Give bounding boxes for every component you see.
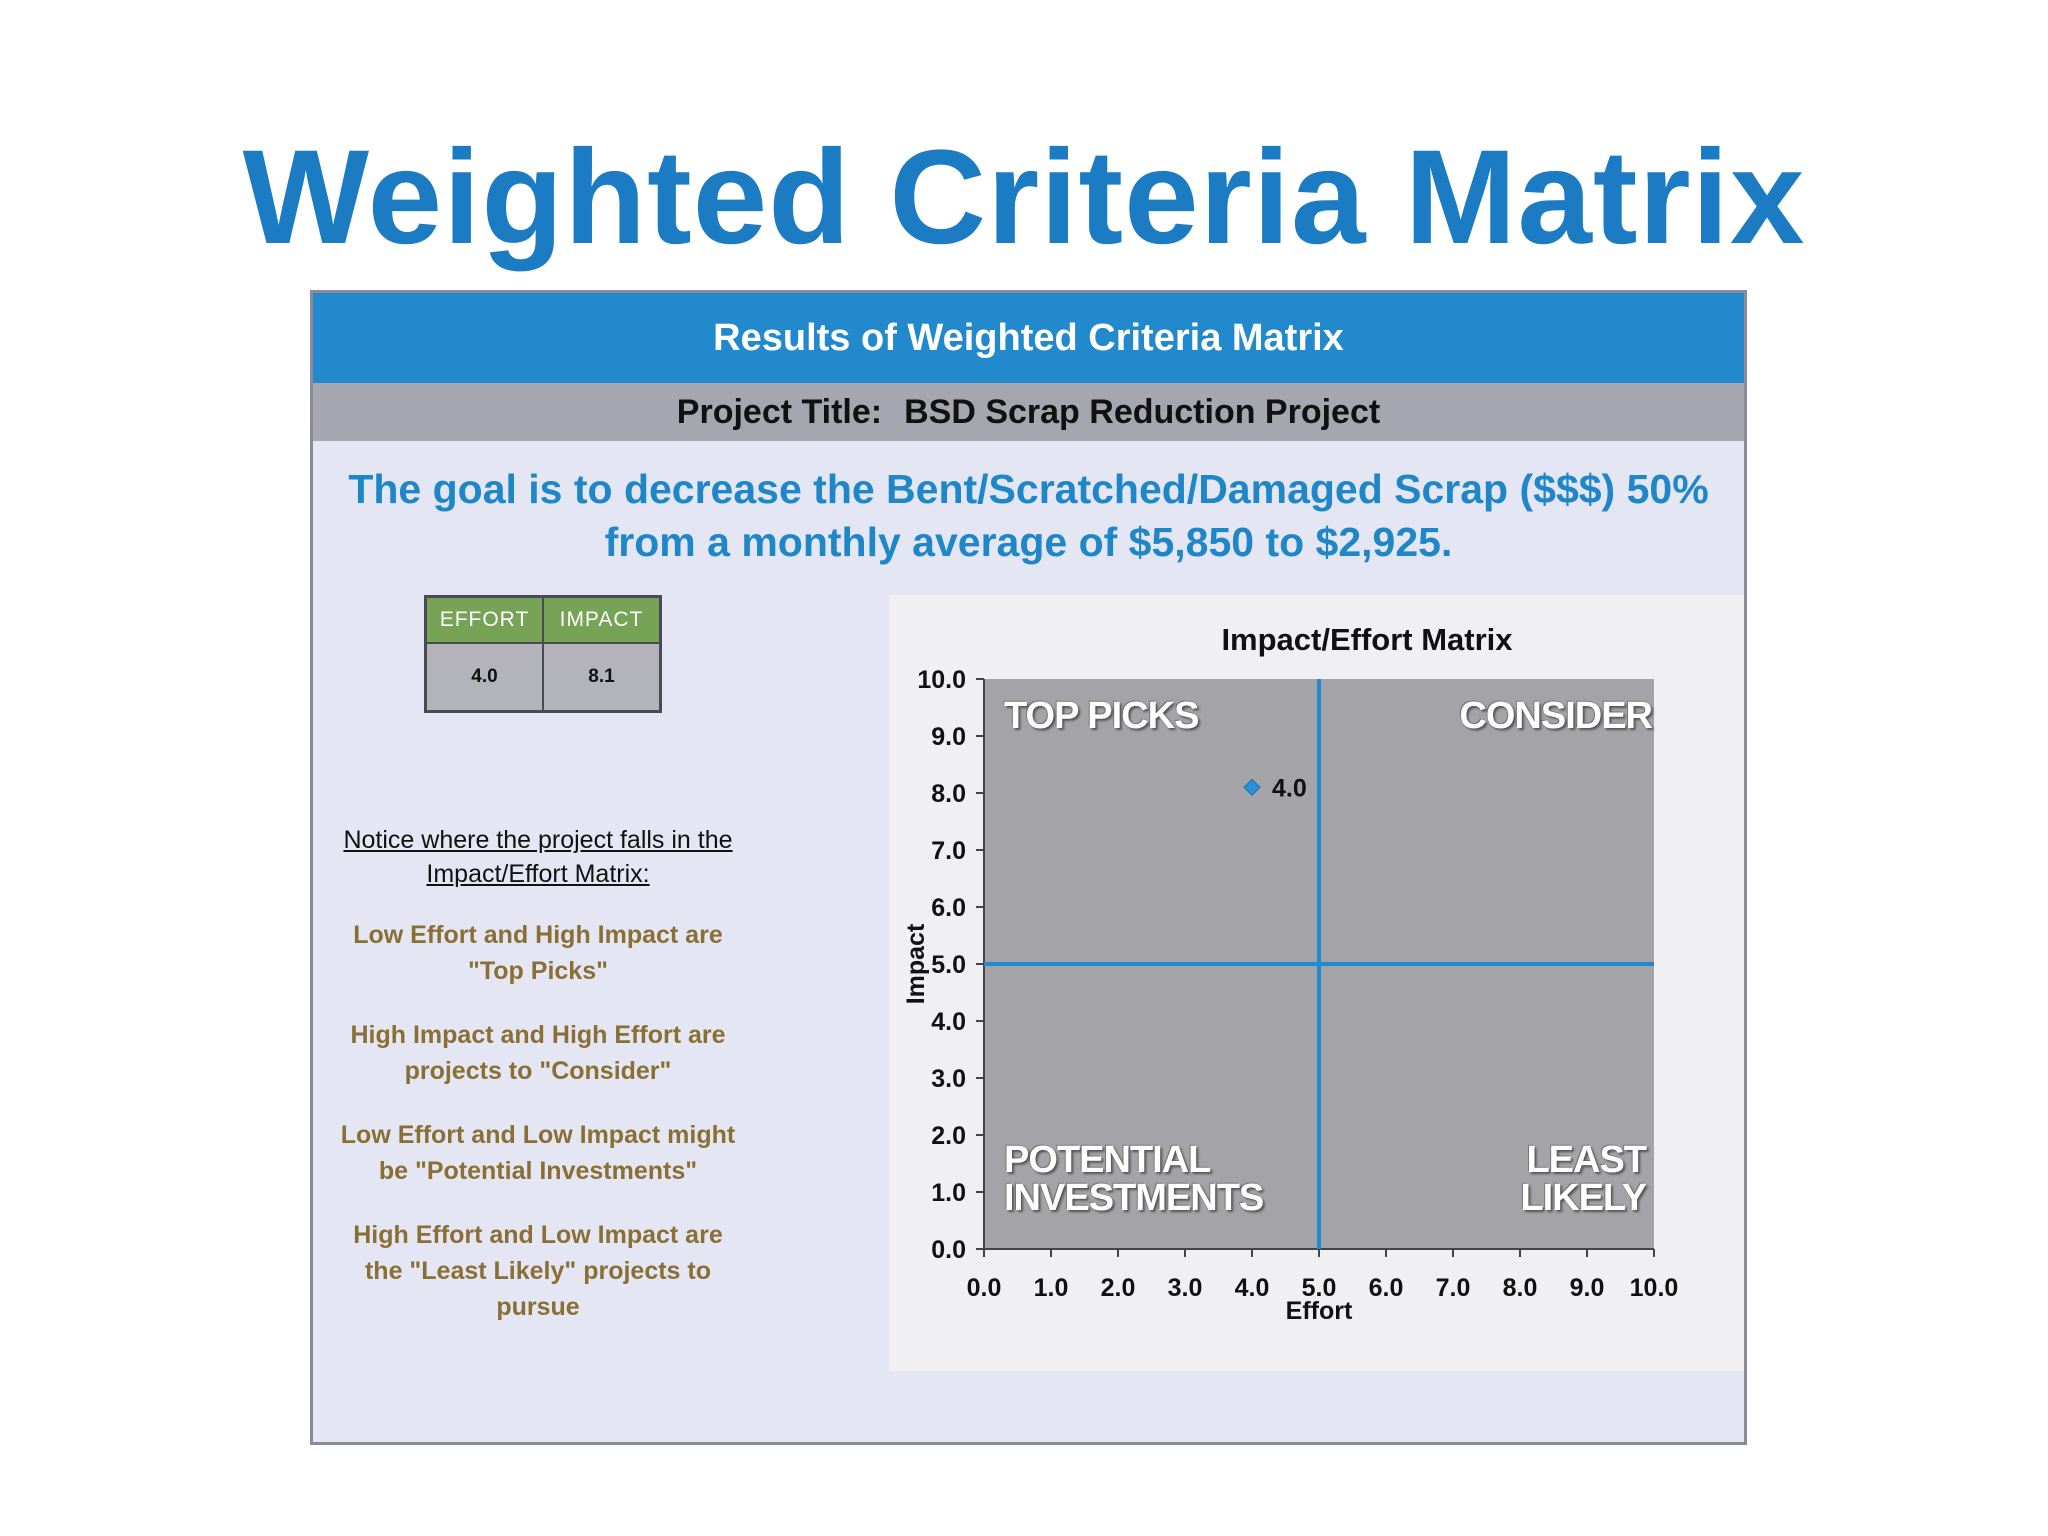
x-tick-label: 9.0	[1570, 1274, 1605, 1302]
x-tick-label: 2.0	[1101, 1274, 1136, 1302]
x-tick-label: 10.0	[1630, 1274, 1679, 1302]
project-title-bar: Project Title: BSD Scrap Reduction Proje…	[313, 383, 1744, 441]
data-point	[1243, 778, 1261, 797]
goal-line-2: from a monthly average of $5,850 to $2,9…	[604, 519, 1453, 565]
y-tick-label: 9.0	[931, 723, 966, 751]
impact-effort-chart: Impact/Effort Matrix 0.0 1.0 2.0 3.0 4.0 5.0 6.…	[889, 595, 1744, 1371]
y-tick-label: 7.0	[931, 837, 966, 865]
note-top-picks: Low Effort and High Impact are "Top Pick…	[353, 921, 723, 985]
chart-canvas: Impact/Effort Matrix 0.0 1.0 2.0 3.0 4.0 5.0 6.…	[902, 622, 1679, 1325]
notice-text: Notice where the project falls in the Im…	[343, 826, 733, 888]
y-tick-label: 6.0	[931, 894, 966, 922]
quadrant-label-potential-investments: POTENTIAL INVESTMENTS	[1004, 1139, 1264, 1219]
chart-title: Impact/Effort Matrix	[1221, 622, 1513, 657]
project-title-label: Project Title:	[676, 392, 883, 431]
note-potential-investments: Low Effort and Low Impact might be "Pote…	[340, 1121, 736, 1185]
impact-value: 8.1	[542, 642, 662, 713]
y-tick-label: 10.0	[917, 666, 966, 694]
y-tick-label: 4.0	[931, 1008, 966, 1036]
effort-impact-table: EFFORT IMPACT 4.0 8.1	[424, 595, 662, 713]
y-tick-label: 5.0	[931, 951, 966, 979]
y-tick-label: 1.0	[931, 1179, 966, 1207]
x-tick-label: 1.0	[1034, 1274, 1069, 1302]
quadrant-label-least-likely: LEAST LIKELY	[1520, 1139, 1647, 1219]
x-tick-label: 4.0	[1235, 1274, 1270, 1302]
quadrant-label-consider: CONSIDER	[1459, 695, 1653, 737]
y-axis-label: Impact	[902, 923, 930, 1004]
x-tick-label: 3.0	[1168, 1274, 1203, 1302]
goal-statement: The goal is to decrease the Bent/Scratch…	[313, 463, 1744, 569]
project-title-value: BSD Scrap Reduction Project	[904, 392, 1381, 431]
x-tick-label: 7.0	[1436, 1274, 1471, 1302]
y-tick-label: 0.0	[931, 1236, 966, 1264]
results-banner: Results of Weighted Criteria Matrix	[313, 293, 1744, 383]
slide-title: Weighted Criteria Matrix	[242, 123, 1806, 272]
results-panel: Results of Weighted Criteria Matrix Proj…	[310, 290, 1747, 1445]
x-axis-label: Effort	[1286, 1297, 1353, 1325]
x-tick-label: 0.0	[967, 1274, 1002, 1302]
note-least-likely: High Effort and Low Impact are the "Leas…	[353, 1221, 723, 1321]
note-consider: High Impact and High Effort are projects…	[350, 1021, 726, 1085]
quadrant-label-top-picks: TOP PICKS	[1004, 695, 1199, 737]
matrix-notes: Notice where the project falls in the Im…	[313, 823, 763, 1353]
impact-header: IMPACT	[542, 595, 662, 644]
goal-line-1: The goal is to decrease the Bent/Scratch…	[348, 466, 1709, 512]
x-tick-label: 5.0	[1302, 1274, 1337, 1302]
y-tick-label: 8.0	[931, 780, 966, 808]
x-tick-label: 6.0	[1369, 1274, 1404, 1302]
y-tick-label: 3.0	[931, 1065, 966, 1093]
y-tick-label: 2.0	[931, 1122, 966, 1150]
data-label: 4.0	[1272, 774, 1307, 802]
effort-value: 4.0	[424, 642, 544, 713]
x-tick-label: 8.0	[1503, 1274, 1538, 1302]
effort-header: EFFORT	[424, 595, 544, 644]
